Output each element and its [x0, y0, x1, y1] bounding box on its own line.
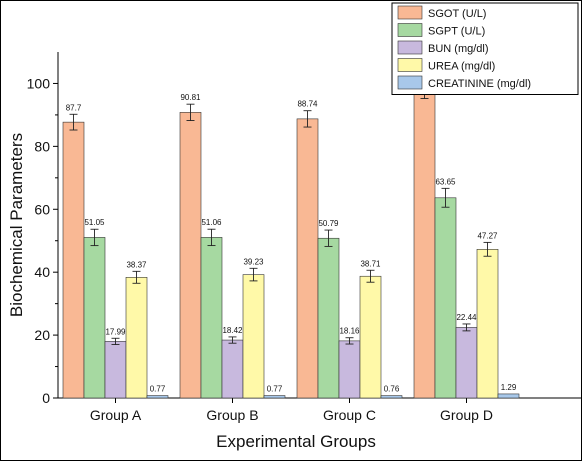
y-axis-title: Biochemical Parameters: [7, 133, 26, 317]
data-label: 63.65: [435, 177, 456, 186]
data-label: 51.05: [84, 218, 105, 227]
bar: [317, 237, 340, 399]
bar: [359, 275, 382, 399]
data-label: 47.27: [477, 231, 498, 240]
bar: [455, 327, 478, 399]
data-label: 0.77: [150, 385, 166, 394]
y-tick-label: 100: [27, 75, 51, 91]
legend-label: UREA (mg/dl): [428, 61, 495, 73]
x-tick-label: Group D: [440, 407, 493, 423]
legend-box: [391, 2, 579, 95]
x-tick-label: Group B: [206, 407, 258, 423]
bar: [263, 395, 286, 399]
bar: [179, 112, 202, 399]
legend-swatch: [397, 75, 423, 90]
data-label: 51.06: [201, 218, 222, 227]
legend-swatch: [397, 23, 423, 37]
legend-label: CREATININE (mg/dl): [428, 78, 531, 90]
bar: [338, 340, 361, 399]
data-label: 18.16: [339, 327, 360, 336]
legend-label: BUN (mg/dl): [428, 43, 489, 55]
bar: [497, 393, 520, 399]
bar: [146, 395, 169, 399]
y-tick-label: 40: [34, 264, 50, 280]
bar: [200, 237, 223, 399]
data-label: 50.79: [318, 219, 339, 228]
data-label: 38.37: [126, 260, 147, 269]
x-axis-title: Experimental Groups: [216, 432, 376, 451]
legend-swatch: [397, 58, 423, 72]
bar: [62, 121, 85, 399]
y-tick-label: 60: [34, 201, 50, 217]
data-label: 0.77: [267, 385, 283, 394]
data-label: 87.7: [66, 103, 82, 112]
bar: [125, 277, 148, 399]
data-label: 39.23: [243, 257, 264, 266]
legend-label: SGOT (U/L): [428, 8, 486, 20]
bar: [221, 339, 244, 399]
data-label: 17.99: [105, 327, 126, 336]
data-label: 22.44: [456, 313, 477, 322]
data-label: 18.42: [222, 326, 243, 335]
legend-label: SGPT (U/L): [428, 26, 485, 38]
bar: [476, 249, 499, 399]
data-label: 1.29: [501, 383, 517, 392]
bar: [380, 395, 403, 399]
legend-swatch: [397, 5, 423, 20]
x-tick-label: Group C: [323, 407, 376, 423]
data-label: 0.76: [384, 385, 400, 394]
y-tick-label: 80: [34, 138, 50, 154]
y-tick-label: 0: [42, 390, 50, 406]
legend-swatch: [397, 40, 423, 55]
bar: [296, 118, 319, 399]
bar: [434, 197, 457, 399]
x-tick-label: Group A: [90, 407, 142, 423]
bar: [83, 237, 106, 399]
bar: [104, 341, 127, 399]
data-label: 38.71: [360, 259, 381, 268]
y-tick-label: 20: [34, 327, 50, 343]
bar: [413, 89, 436, 399]
data-label: 88.74: [297, 100, 318, 109]
bar: [242, 274, 265, 399]
data-label: 90.81: [180, 93, 201, 102]
